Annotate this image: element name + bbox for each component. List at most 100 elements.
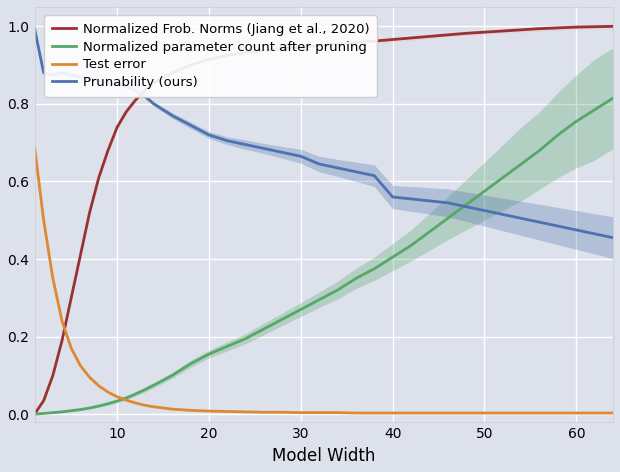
- Prunability (ours): [49, 72, 56, 78]
- Test error: [141, 403, 148, 408]
- Prunability (ours): [169, 113, 176, 118]
- Test error: [77, 363, 84, 369]
- Normalized Frob. Norms (Jiang et al., 2020): [279, 46, 286, 51]
- Normalized parameter count after pruning: [141, 387, 148, 393]
- Test error: [58, 318, 66, 324]
- Normalized Frob. Norms (Jiang et al., 2020): [169, 70, 176, 76]
- Normalized parameter count after pruning: [260, 326, 268, 332]
- Test error: [169, 406, 176, 412]
- Test error: [86, 374, 94, 380]
- Normalized Frob. Norms (Jiang et al., 2020): [389, 37, 396, 42]
- Test error: [224, 409, 231, 414]
- Normalized parameter count after pruning: [123, 395, 130, 401]
- Prunability (ours): [389, 194, 396, 200]
- Normalized Frob. Norms (Jiang et al., 2020): [426, 34, 433, 39]
- Normalized parameter count after pruning: [187, 361, 194, 367]
- Normalized parameter count after pruning: [352, 276, 360, 281]
- Normalized Frob. Norms (Jiang et al., 2020): [113, 124, 121, 130]
- Prunability (ours): [150, 101, 157, 107]
- Normalized parameter count after pruning: [297, 307, 304, 312]
- Normalized Frob. Norms (Jiang et al., 2020): [444, 32, 451, 38]
- Normalized parameter count after pruning: [58, 409, 66, 415]
- Test error: [113, 394, 121, 400]
- Prunability (ours): [554, 223, 562, 229]
- Prunability (ours): [591, 231, 598, 236]
- Normalized parameter count after pruning: [86, 405, 94, 411]
- Prunability (ours): [68, 72, 75, 78]
- Test error: [518, 410, 525, 416]
- Normalized Frob. Norms (Jiang et al., 2020): [297, 44, 304, 50]
- Test error: [104, 389, 112, 395]
- Normalized parameter count after pruning: [279, 316, 286, 322]
- Normalized parameter count after pruning: [444, 216, 451, 221]
- Test error: [463, 410, 470, 416]
- Normalized parameter count after pruning: [205, 351, 213, 357]
- Normalized parameter count after pruning: [77, 407, 84, 413]
- Normalized parameter count after pruning: [407, 243, 415, 248]
- Normalized Frob. Norms (Jiang et al., 2020): [334, 42, 341, 47]
- Normalized parameter count after pruning: [40, 411, 47, 416]
- Prunability (ours): [352, 169, 360, 175]
- Normalized Frob. Norms (Jiang et al., 2020): [518, 27, 525, 33]
- Test error: [334, 410, 341, 415]
- Test error: [573, 410, 580, 416]
- Test error: [609, 410, 617, 416]
- Normalized Frob. Norms (Jiang et al., 2020): [150, 80, 157, 85]
- Normalized Frob. Norms (Jiang et al., 2020): [187, 62, 194, 68]
- Normalized Frob. Norms (Jiang et al., 2020): [463, 31, 470, 36]
- Normalized parameter count after pruning: [463, 202, 470, 208]
- Normalized parameter count after pruning: [95, 403, 102, 409]
- Test error: [242, 409, 249, 415]
- Normalized parameter count after pruning: [371, 266, 378, 271]
- Prunability (ours): [187, 122, 194, 128]
- Normalized parameter count after pruning: [480, 188, 488, 194]
- Test error: [31, 144, 38, 150]
- Normalized Frob. Norms (Jiang et al., 2020): [205, 57, 213, 62]
- Test error: [40, 218, 47, 223]
- Normalized Frob. Norms (Jiang et al., 2020): [499, 28, 507, 34]
- Prunability (ours): [609, 235, 617, 241]
- Prunability (ours): [480, 208, 488, 213]
- Normalized parameter count after pruning: [224, 344, 231, 349]
- Normalized parameter count after pruning: [132, 391, 140, 397]
- Normalized parameter count after pruning: [499, 175, 507, 180]
- Normalized Frob. Norms (Jiang et al., 2020): [86, 210, 94, 215]
- Normalized Frob. Norms (Jiang et al., 2020): [352, 40, 360, 45]
- Normalized Frob. Norms (Jiang et al., 2020): [480, 29, 488, 35]
- Test error: [426, 410, 433, 416]
- Test error: [68, 346, 75, 351]
- Normalized Frob. Norms (Jiang et al., 2020): [58, 337, 66, 343]
- Normalized parameter count after pruning: [104, 401, 112, 406]
- Prunability (ours): [407, 196, 415, 202]
- Normalized Frob. Norms (Jiang et al., 2020): [104, 148, 112, 153]
- Normalized Frob. Norms (Jiang et al., 2020): [95, 175, 102, 180]
- Normalized parameter count after pruning: [169, 372, 176, 378]
- Test error: [554, 410, 562, 416]
- Normalized Frob. Norms (Jiang et al., 2020): [40, 398, 47, 404]
- Test error: [205, 408, 213, 414]
- Normalized parameter count after pruning: [591, 107, 598, 112]
- Test error: [536, 410, 543, 416]
- Prunability (ours): [444, 200, 451, 206]
- Test error: [49, 276, 56, 281]
- Prunability (ours): [31, 25, 38, 31]
- Line: Prunability (ours): Prunability (ours): [35, 28, 613, 238]
- Normalized Frob. Norms (Jiang et al., 2020): [536, 26, 543, 32]
- Test error: [389, 410, 396, 416]
- Prunability (ours): [316, 161, 323, 167]
- Normalized parameter count after pruning: [426, 229, 433, 235]
- Normalized parameter count after pruning: [316, 297, 323, 303]
- Prunability (ours): [334, 165, 341, 171]
- Prunability (ours): [58, 70, 66, 76]
- Normalized Frob. Norms (Jiang et al., 2020): [554, 25, 562, 31]
- Normalized parameter count after pruning: [334, 287, 341, 293]
- Prunability (ours): [141, 93, 148, 99]
- Test error: [95, 383, 102, 389]
- Normalized Frob. Norms (Jiang et al., 2020): [407, 35, 415, 41]
- Test error: [260, 409, 268, 415]
- Test error: [297, 410, 304, 415]
- Normalized Frob. Norms (Jiang et al., 2020): [132, 97, 140, 103]
- Normalized Frob. Norms (Jiang et al., 2020): [591, 24, 598, 30]
- Test error: [123, 397, 130, 403]
- Prunability (ours): [77, 74, 84, 80]
